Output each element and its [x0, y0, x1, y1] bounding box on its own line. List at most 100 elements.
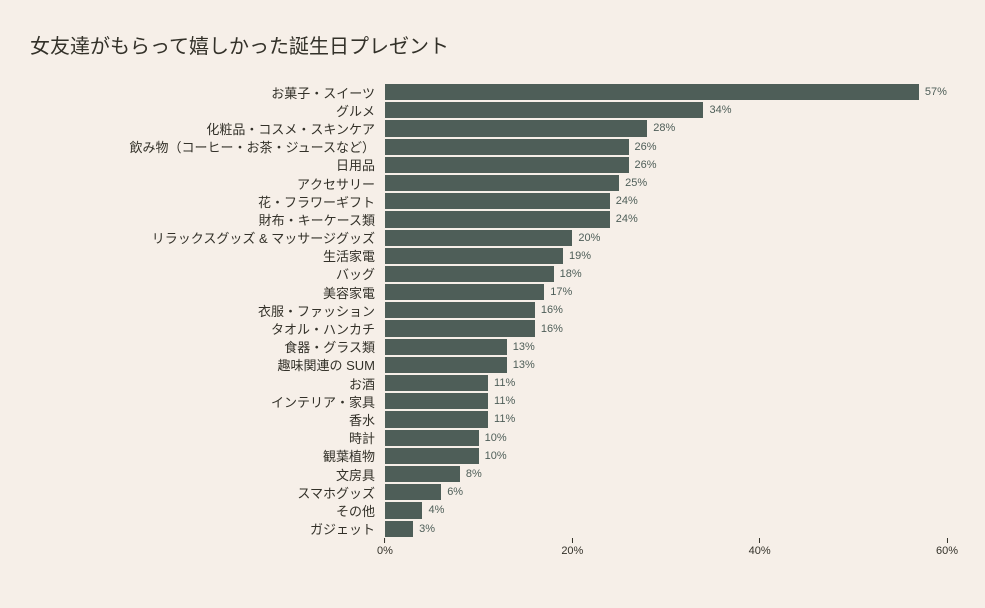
bar — [385, 448, 479, 464]
x-tick-label: 20% — [561, 545, 583, 557]
bar — [385, 230, 572, 246]
bar-zone: 19% — [385, 247, 947, 265]
bar-zone: 13% — [385, 338, 947, 356]
x-tick-mark — [385, 538, 386, 543]
bar-row: 観葉植物 10% — [30, 447, 975, 465]
bar-value-label: 6% — [447, 486, 463, 498]
bar-zone: 25% — [385, 174, 947, 192]
bar-zone: 16% — [385, 319, 947, 337]
category-label: 美容家電 — [30, 283, 385, 302]
bar-row: 食器・グラス類13% — [30, 338, 975, 356]
bar — [385, 521, 413, 537]
bar — [385, 466, 460, 482]
bar-row: 飲み物（コーヒー・お茶・ジュースなど）26% — [30, 138, 975, 156]
bar-zone: 24% — [385, 192, 947, 210]
bar — [385, 248, 563, 264]
bar-row: リラックスグッズ & マッサージグッズ 20% — [30, 229, 975, 247]
bar-row: グルメ34% — [30, 101, 975, 119]
bar-zone: 11% — [385, 374, 947, 392]
x-tick: 40% — [749, 538, 771, 557]
x-tick-label: 60% — [936, 545, 958, 557]
bar-row: お酒11% — [30, 374, 975, 392]
bar-zone: 28% — [385, 119, 947, 137]
bar — [385, 266, 554, 282]
category-label: 花・フラワーギフト — [30, 192, 385, 211]
bar — [385, 484, 441, 500]
bar-value-label: 10% — [485, 450, 507, 462]
bar — [385, 193, 610, 209]
category-label: 時計 — [30, 428, 385, 447]
bar-zone: 34% — [385, 101, 947, 119]
bar — [385, 102, 703, 118]
bar-value-label: 28% — [653, 122, 675, 134]
category-label: 化粧品・コスメ・スキンケア — [30, 119, 385, 138]
bar — [385, 175, 619, 191]
bar-row: タオル・ハンカチ16% — [30, 319, 975, 337]
bar — [385, 120, 647, 136]
bar-row: 文房具 8% — [30, 465, 975, 483]
bar-zone: 16% — [385, 301, 947, 319]
category-label: 日用品 — [30, 155, 385, 174]
bar-value-label: 10% — [485, 432, 507, 444]
bar-row: 趣味関連の SUM13% — [30, 356, 975, 374]
category-label: インテリア・家具 — [30, 392, 385, 411]
bar-value-label: 26% — [635, 159, 657, 171]
bar-row: アクセサリー25% — [30, 174, 975, 192]
bar — [385, 84, 919, 100]
category-label: お菓子・スイーツ — [30, 83, 385, 102]
bar — [385, 430, 479, 446]
bar-row: インテリア・家具 11% — [30, 392, 975, 410]
bar — [385, 339, 507, 355]
bar-zone: 20% — [385, 229, 947, 247]
bar-zone: 17% — [385, 283, 947, 301]
bar-row: 財布・キーケース類 24% — [30, 210, 975, 228]
bar-value-label: 11% — [494, 395, 515, 407]
bar — [385, 139, 629, 155]
bar-value-label: 11% — [494, 413, 515, 425]
category-label: グルメ — [30, 101, 385, 120]
x-tick-mark — [947, 538, 948, 543]
category-label: 衣服・ファッション — [30, 301, 385, 320]
bar-row: お菓子・スイーツ57% — [30, 83, 975, 101]
bar-zone: 13% — [385, 356, 947, 374]
bar-zone: 10% — [385, 447, 947, 465]
bar-value-label: 3% — [419, 523, 435, 535]
category-label: ガジェット — [30, 519, 385, 538]
chart-plot-area: お菓子・スイーツ57%グルメ34%化粧品・コスメ・スキンケア 28% 飲み物（コーヒ… — [30, 83, 975, 538]
bar-zone: 57% — [385, 83, 947, 101]
x-tick: 60% — [936, 538, 958, 557]
bar-value-label: 8% — [466, 468, 482, 480]
bar-value-label: 17% — [550, 286, 572, 298]
category-label: 食器・グラス類 — [30, 337, 385, 356]
bar-zone: 11% — [385, 410, 947, 428]
bar-row: 日用品 26% — [30, 156, 975, 174]
bar-zone: 11% — [385, 392, 947, 410]
bar-value-label: 11% — [494, 377, 515, 389]
bar — [385, 211, 610, 227]
bar-zone: 3% — [385, 520, 947, 538]
bar — [385, 157, 629, 173]
x-tick: 0% — [377, 538, 393, 557]
bar — [385, 357, 507, 373]
bar — [385, 502, 422, 518]
chart-title: 女友達がもらって嬉しかった誕生日プレゼント — [30, 30, 975, 59]
category-label: 生活家電 — [30, 246, 385, 265]
category-label: 財布・キーケース類 — [30, 210, 385, 229]
x-tick-label: 40% — [749, 545, 771, 557]
bar-value-label: 20% — [578, 232, 600, 244]
category-label: タオル・ハンカチ — [30, 319, 385, 338]
bar-zone: 8% — [385, 465, 947, 483]
bar-row: バッグ18% — [30, 265, 975, 283]
category-label: 飲み物（コーヒー・お茶・ジュースなど） — [30, 137, 385, 156]
bar-row: その他4% — [30, 501, 975, 519]
category-label: 文房具 — [30, 465, 385, 484]
category-label: 観葉植物 — [30, 446, 385, 465]
bar-value-label: 24% — [616, 195, 638, 207]
bar-value-label: 19% — [569, 250, 591, 262]
bar-row: 美容家電 17% — [30, 283, 975, 301]
category-label: バッグ — [30, 264, 385, 283]
x-axis-spacer — [30, 538, 385, 560]
category-label: リラックスグッズ & マッサージグッズ — [30, 228, 385, 247]
bar-value-label: 24% — [616, 213, 638, 225]
x-tick-label: 0% — [377, 545, 393, 557]
